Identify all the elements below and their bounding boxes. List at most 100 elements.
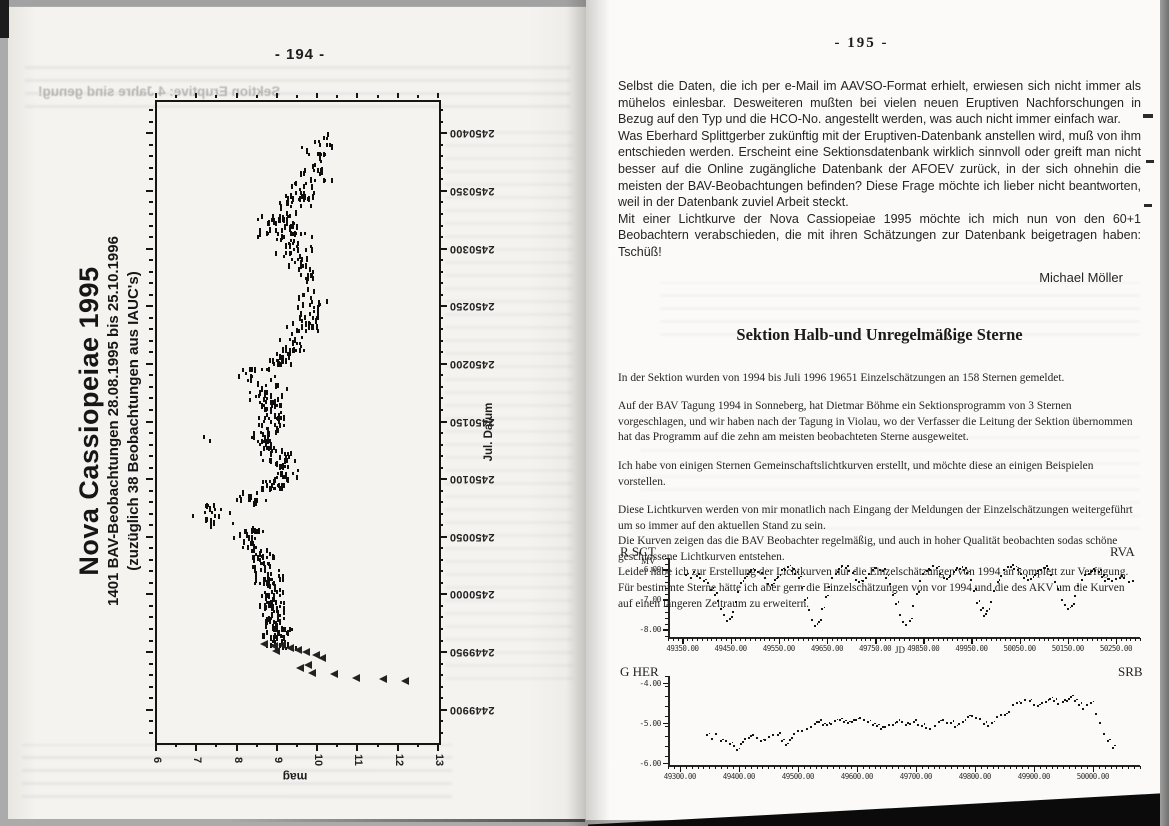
gher-lightcurve	[850, 766, 852, 769]
nova-lightcurve-points	[253, 544, 256, 551]
nova-lightcurve-points	[316, 315, 319, 320]
rsct-lightcurve	[728, 617, 731, 620]
nova-lightcurve-points	[439, 155, 443, 158]
rsct-lightcurve	[800, 575, 802, 578]
rsct-lightcurve	[802, 638, 804, 641]
nova-lightcurve-points	[283, 216, 286, 223]
scan-edge-mark	[1143, 114, 1153, 118]
nova-lightcurve-points	[308, 322, 311, 326]
nova-lightcurve-points	[312, 164, 315, 170]
rsct-lightcurve	[1067, 638, 1070, 644]
nova-lightcurve-points	[279, 361, 282, 367]
rsct-lightcurve	[981, 638, 983, 641]
nova-lightcurve-points	[285, 630, 288, 635]
gher-lightcurve	[1082, 707, 1085, 710]
nova-lightcurve-points	[269, 635, 272, 642]
nova-lightcurve-points	[260, 548, 263, 553]
rsct-lightcurve	[1087, 572, 1090, 575]
rsct-lightcurve	[942, 577, 945, 580]
nova-lightcurve-points	[149, 397, 153, 400]
nova-lightcurve-points	[270, 399, 272, 405]
rsct-lightcurve	[908, 619, 911, 622]
gher-lightcurve	[1030, 698, 1033, 701]
bleedthrough-heading: Sektion Eruptive: 4 Jahre sind genug!	[38, 84, 281, 99]
rsct-lightcurve	[793, 638, 795, 641]
nova-lightcurve-points: 13	[433, 753, 445, 767]
nova-lightcurve-points	[267, 232, 270, 236]
gher-lightcurve	[1092, 700, 1095, 703]
gher-lightcurve	[992, 766, 994, 769]
nova-lightcurve-points	[268, 601, 271, 605]
rsct-lightcurve	[776, 577, 778, 580]
nova-lightcurve-points	[270, 482, 273, 488]
nova-lightcurve-points	[291, 257, 294, 261]
nova-lightcurve-points	[195, 93, 198, 98]
rsct-lightcurve	[812, 638, 814, 641]
rsct-lightcurve	[1039, 568, 1041, 571]
nova-lightcurve-points	[264, 389, 267, 396]
rsct-lightcurve	[665, 576, 668, 577]
rsct-lightcurve	[1036, 572, 1038, 575]
nova-lightcurve-points	[267, 578, 270, 582]
nova-lightcurve-points	[146, 247, 153, 250]
gher-lightcurve	[940, 719, 942, 722]
nova-lightcurve-points	[265, 384, 267, 388]
nova-lightcurve-points	[309, 312, 311, 317]
nova-lightcurve-points	[259, 230, 262, 237]
rsct-lightcurve	[1080, 579, 1083, 581]
nova-lightcurve-points	[277, 641, 286, 650]
gher-lightcurve	[665, 706, 668, 707]
rsct-lightcurve	[814, 624, 817, 627]
nova-lightcurve-points	[269, 617, 272, 621]
nova-lightcurve-points	[268, 592, 271, 599]
gher-lightcurve	[1086, 704, 1089, 707]
nova-chart-subtitle-2: (zuzüglich 38 Beobachtungen aus IAUC's)	[125, 271, 142, 571]
rsct-lightcurve	[834, 573, 837, 575]
nova-lightcurve-points	[439, 604, 443, 607]
nova-lightcurve-points	[309, 204, 312, 209]
nova-lightcurve-points	[311, 193, 314, 200]
page-195-text-column: Selbst die Daten, die ich per e-Mail im …	[618, 78, 1141, 612]
gher-lightcurve	[776, 733, 779, 736]
rsct-lightcurve	[947, 638, 949, 641]
nova-lightcurve-points	[437, 743, 439, 751]
rsct-lightcurve	[899, 638, 901, 641]
nova-lightcurve-points	[280, 464, 283, 470]
nova-lightcurve-points	[314, 179, 316, 183]
rsct-lightcurve	[1036, 570, 1039, 573]
rsct-lightcurve	[935, 567, 938, 570]
gher-lightcurve	[668, 766, 669, 769]
gher-lightcurve	[738, 766, 741, 772]
rsct-lightcurve	[1053, 638, 1055, 641]
rsct-lightcurve	[665, 594, 668, 595]
nova-lightcurve-points	[274, 423, 277, 428]
gher-lightcurve	[679, 766, 682, 772]
rsct-lightcurve	[865, 577, 867, 579]
nova-lightcurve-points	[269, 480, 272, 484]
gher-lightcurve	[755, 737, 758, 740]
nova-lightcurve-points	[439, 201, 443, 204]
gher-lightcurve	[1061, 701, 1064, 703]
gher-lightcurve	[665, 676, 668, 677]
nova-lightcurve-points	[279, 208, 282, 211]
gher-lightcurve	[703, 766, 705, 769]
nova-lightcurve-points: 2450400	[449, 127, 495, 140]
nova-lightcurve-points	[218, 513, 221, 519]
nova-lightcurve-points	[240, 497, 243, 503]
nova-lightcurve-points	[276, 428, 279, 434]
nova-lightcurve-points	[279, 216, 282, 223]
nova-lightcurve-points	[267, 574, 270, 578]
nova-lightcurve-points	[278, 629, 281, 636]
nova-lightcurve-points	[297, 267, 300, 272]
nova-lightcurve-points	[319, 159, 322, 163]
gher-lightcurve	[809, 726, 812, 729]
nova-lightcurve-points	[149, 581, 153, 584]
nova-lightcurve-points	[274, 600, 277, 606]
gher-lightcurve	[772, 733, 775, 736]
nova-lightcurve-points	[265, 548, 268, 554]
nova-lightcurve-points	[175, 95, 178, 98]
nova-lightcurve-points	[252, 564, 255, 569]
rsct-lightcurve	[665, 618, 668, 619]
gher-lightcurve	[1055, 698, 1058, 700]
nova-lightcurve-points	[243, 538, 246, 545]
